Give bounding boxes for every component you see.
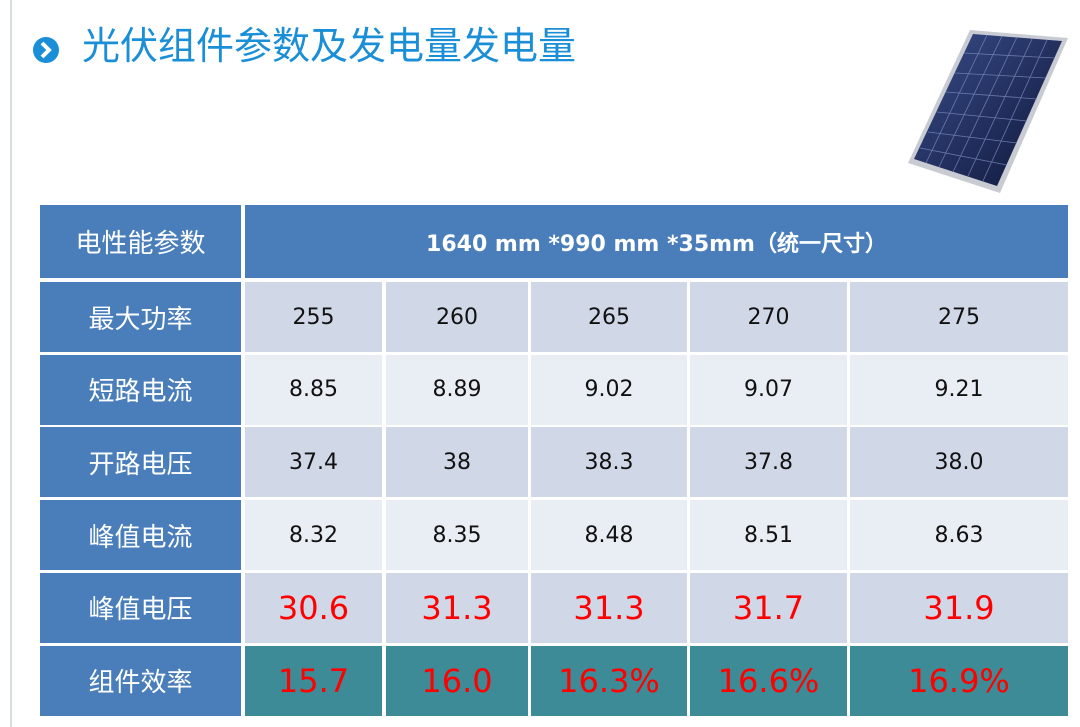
cell-value: 8.63 — [850, 500, 1068, 571]
row-label: 组件效率 — [40, 645, 241, 716]
slide-title: 光伏组件参数及发电量发电量 — [82, 24, 577, 68]
cell-value: 15.7 — [245, 645, 382, 716]
cell-value: 16.6% — [690, 645, 847, 716]
row-label: 最大功率 — [40, 282, 241, 352]
cell-value: 8.89 — [386, 354, 528, 425]
cell-value: 8.32 — [245, 500, 382, 571]
cell-value: 260 — [386, 282, 528, 352]
cell-value: 16.3% — [531, 645, 687, 716]
cell-value: 37.8 — [690, 427, 847, 498]
header-label: 电性能参数 — [40, 205, 241, 278]
cell-value: 9.21 — [850, 354, 1068, 425]
cell-value: 8.48 — [531, 500, 687, 571]
row-label: 开路电压 — [40, 427, 241, 498]
cell-value: 16.9% — [850, 645, 1068, 716]
cell-value: 31.7 — [690, 572, 847, 643]
bullet-icon — [33, 37, 59, 63]
cell-value: 38 — [386, 427, 528, 498]
row-label: 峰值电压 — [40, 572, 241, 643]
row-label: 峰值电流 — [40, 500, 241, 571]
cell-value: 265 — [531, 282, 687, 352]
cell-value: 38.0 — [850, 427, 1068, 498]
cell-value: 31.9 — [850, 572, 1068, 643]
cell-value: 8.35 — [386, 500, 528, 571]
cell-value: 270 — [690, 282, 847, 352]
cell-value: 9.07 — [690, 354, 847, 425]
cell-value: 8.51 — [690, 500, 847, 571]
solar-panel-image — [908, 30, 1068, 193]
cell-value: 31.3 — [386, 572, 528, 643]
cell-value: 31.3 — [531, 572, 687, 643]
cell-value: 9.02 — [531, 354, 687, 425]
cell-value: 16.0 — [386, 645, 528, 716]
cell-value: 30.6 — [245, 572, 382, 643]
cell-value: 255 — [245, 282, 382, 352]
slide-edge — [10, 0, 12, 727]
header-dimensions: 1640 mm *990 mm *35mm（统一尺寸） — [245, 205, 1068, 278]
cell-value: 37.4 — [245, 427, 382, 498]
cell-value: 275 — [850, 282, 1068, 352]
cell-value: 8.85 — [245, 354, 382, 425]
row-label: 短路电流 — [40, 354, 241, 425]
cell-value: 38.3 — [531, 427, 687, 498]
